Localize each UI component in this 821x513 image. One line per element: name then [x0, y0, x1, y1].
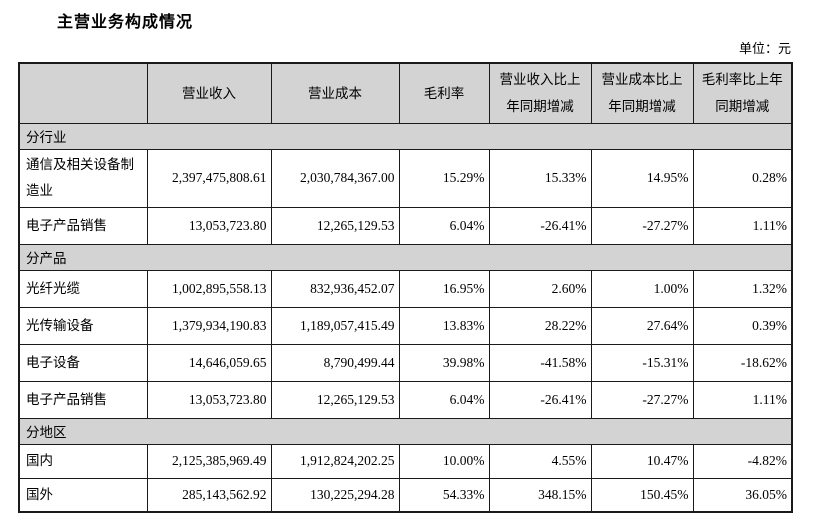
cell-cost: 832,936,452.07 [270, 269, 400, 308]
cell-cost: 8,790,499.44 [270, 343, 400, 382]
cell-cost: 2,030,784,367.00 [270, 148, 400, 208]
row-label: 国外 [18, 477, 148, 513]
cell-revenue: 13,053,723.80 [146, 206, 272, 245]
cell-cost-yoy: -27.27% [590, 380, 694, 419]
cell-gross-margin: 16.95% [398, 269, 490, 308]
cell-margin-yoy: 0.28% [692, 148, 793, 208]
col-header-empty [18, 62, 148, 124]
section-row-by-industry: 分行业 [18, 122, 793, 150]
table-row: 通信及相关设备制造业 2,397,475,808.61 2,030,784,36… [18, 148, 793, 208]
col-header-revenue-yoy: 营业收入比上年同期增减 [488, 62, 592, 124]
table-row: 电子设备 14,646,059.65 8,790,499.44 39.98% -… [18, 343, 793, 382]
cell-cost: 12,265,129.53 [270, 206, 400, 245]
cell-cost-yoy: 150.45% [590, 477, 694, 513]
col-header-cost-yoy: 营业成本比上年同期增减 [590, 62, 694, 124]
cell-margin-yoy: 1.11% [692, 206, 793, 245]
cell-revenue-yoy: -26.41% [488, 380, 592, 419]
cell-cost-yoy: -15.31% [590, 343, 694, 382]
cell-revenue: 13,053,723.80 [146, 380, 272, 419]
section-row-by-product: 分产品 [18, 243, 793, 271]
cell-revenue: 14,646,059.65 [146, 343, 272, 382]
col-header-margin-yoy: 毛利率比上年同期增减 [692, 62, 793, 124]
table-row: 光纤光缆 1,002,895,558.13 832,936,452.07 16.… [18, 269, 793, 308]
cell-margin-yoy: 36.05% [692, 477, 793, 513]
table-row: 国外 285,143,562.92 130,225,294.28 54.33% … [18, 477, 793, 513]
cell-revenue-yoy: 348.15% [488, 477, 592, 513]
cell-gross-margin: 13.83% [398, 306, 490, 345]
cell-revenue-yoy: -26.41% [488, 206, 592, 245]
row-label: 电子产品销售 [18, 380, 148, 419]
row-label: 通信及相关设备制造业 [18, 148, 148, 208]
section-row-by-region: 分地区 [18, 417, 793, 445]
table-row: 电子产品销售 13,053,723.80 12,265,129.53 6.04%… [18, 380, 793, 419]
cell-margin-yoy: 1.11% [692, 380, 793, 419]
cell-margin-yoy: -18.62% [692, 343, 793, 382]
cell-cost-yoy: 10.47% [590, 443, 694, 479]
unit-label: 单位：元 [738, 41, 791, 56]
cell-cost: 1,912,824,202.25 [270, 443, 400, 479]
row-label: 电子设备 [18, 343, 148, 382]
cell-revenue: 285,143,562.92 [146, 477, 272, 513]
cell-revenue: 2,397,475,808.61 [146, 148, 272, 208]
row-label: 国内 [18, 443, 148, 479]
cell-revenue-yoy: 28.22% [488, 306, 592, 345]
main-business-table: 营业收入 营业成本 毛利率 营业收入比上年同期增减 营业成本比上年同期增减 毛利… [18, 62, 793, 513]
cell-gross-margin: 39.98% [398, 343, 490, 382]
table-header-row: 营业收入 营业成本 毛利率 营业收入比上年同期增减 营业成本比上年同期增减 毛利… [18, 62, 793, 124]
col-header-gross-margin: 毛利率 [398, 62, 490, 124]
cell-revenue-yoy: -41.58% [488, 343, 592, 382]
section-header: 分地区 [18, 417, 793, 445]
section-header: 分行业 [18, 122, 793, 150]
section-header: 分产品 [18, 243, 793, 271]
row-label: 光纤光缆 [18, 269, 148, 308]
table-row: 电子产品销售 13,053,723.80 12,265,129.53 6.04%… [18, 206, 793, 245]
cell-cost-yoy: 14.95% [590, 148, 694, 208]
cell-cost: 1,189,057,415.49 [270, 306, 400, 345]
cell-margin-yoy: 1.32% [692, 269, 793, 308]
cell-revenue: 1,002,895,558.13 [146, 269, 272, 308]
cell-cost: 130,225,294.28 [270, 477, 400, 513]
cell-cost-yoy: -27.27% [590, 206, 694, 245]
cell-revenue-yoy: 4.55% [488, 443, 592, 479]
table-row: 光传输设备 1,379,934,190.83 1,189,057,415.49 … [18, 306, 793, 345]
cell-cost-yoy: 1.00% [590, 269, 694, 308]
row-label: 电子产品销售 [18, 206, 148, 245]
cell-cost-yoy: 27.64% [590, 306, 694, 345]
cell-margin-yoy: 0.39% [692, 306, 793, 345]
cell-revenue-yoy: 2.60% [488, 269, 592, 308]
cell-gross-margin: 10.00% [398, 443, 490, 479]
page-title: 主营业务构成情况 [57, 14, 194, 31]
cell-cost: 12,265,129.53 [270, 380, 400, 419]
cell-gross-margin: 15.29% [398, 148, 490, 208]
cell-gross-margin: 6.04% [398, 206, 490, 245]
cell-margin-yoy: -4.82% [692, 443, 793, 479]
row-label: 光传输设备 [18, 306, 148, 345]
cell-revenue-yoy: 15.33% [488, 148, 592, 208]
cell-gross-margin: 6.04% [398, 380, 490, 419]
col-header-revenue: 营业收入 [146, 62, 272, 124]
cell-revenue: 2,125,385,969.49 [146, 443, 272, 479]
col-header-cost: 营业成本 [270, 62, 400, 124]
cell-revenue: 1,379,934,190.83 [146, 306, 272, 345]
cell-gross-margin: 54.33% [398, 477, 490, 513]
table-row: 国内 2,125,385,969.49 1,912,824,202.25 10.… [18, 443, 793, 479]
